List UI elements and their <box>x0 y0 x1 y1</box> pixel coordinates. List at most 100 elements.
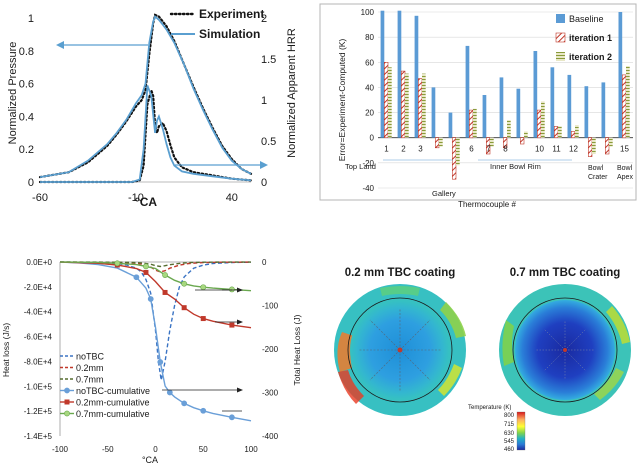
x-tick-label: 40 <box>226 192 238 204</box>
bar-iteration-2-7 <box>490 137 494 147</box>
y-right-tick-label: 0 <box>261 177 267 189</box>
bar-Baseline-13 <box>584 86 589 138</box>
x-axis-title: Thermocouple # <box>458 200 516 209</box>
colorbar-gradient <box>516 411 526 451</box>
legend-marker <box>64 399 70 405</box>
bar-Baseline-9 <box>516 88 521 138</box>
legend-label: iteration 1 <box>569 33 612 43</box>
bar-Baseline-3 <box>414 15 419 138</box>
bar-iteration-2-1 <box>388 67 392 138</box>
region-label: Inner Bowl Rim <box>490 162 541 171</box>
y-left-tick-label: 1 <box>28 13 34 25</box>
bar-iteration-1-14 <box>604 137 610 155</box>
marker-0.7mm-cumulative <box>162 272 168 278</box>
contour-title-0.2mm: 0.2 mm TBC coating <box>345 267 456 279</box>
y-tick-label: 60 <box>365 58 374 67</box>
colorbar-tick: 715 <box>504 422 515 428</box>
category-label: 1 <box>384 145 389 154</box>
y-tick-label: -40 <box>362 184 374 193</box>
arrowhead <box>237 387 243 393</box>
region-label: Gallery <box>432 189 456 198</box>
y-left-tick-label: -1.4E+5 <box>24 432 53 441</box>
marker-0.7mm-cumulative <box>181 280 188 287</box>
legend-swatch <box>555 32 566 43</box>
x-axis-title: °CA <box>135 195 157 209</box>
marker-0.2mm-cumulative <box>200 316 206 322</box>
category-label: 8 <box>503 145 508 154</box>
series-line-notbc <box>59 261 252 381</box>
y-right-tick-label: -100 <box>262 302 279 311</box>
bar-iteration-1-13 <box>587 137 593 157</box>
bar-iteration-1-8 <box>502 137 508 149</box>
colorbar-tick: 460 <box>504 447 515 453</box>
bar-Baseline-4 <box>431 87 436 138</box>
bar-iteration-1-5 <box>451 137 457 180</box>
bar-Baseline-8 <box>499 77 504 138</box>
bar-iteration-2-6 <box>473 108 477 138</box>
y-left-tick-label: -4.0E+4 <box>24 308 53 317</box>
y-left-tick-label: 0.6 <box>19 79 34 91</box>
category-label: 7 <box>486 145 491 154</box>
y-axis-title: Error=Experiment-Computed (K) <box>337 39 347 162</box>
y-left-tick-label: -1.0E+5 <box>24 382 53 391</box>
category-label: 15 <box>620 145 629 154</box>
bar-Baseline-12 <box>567 74 572 138</box>
category-label: 12 <box>569 145 578 154</box>
marker-notbc-cumulative <box>181 400 188 407</box>
bar-iteration-2-5 <box>456 137 460 166</box>
bar-iteration-2-9 <box>524 131 528 138</box>
legend-label: iteration 2 <box>569 52 612 62</box>
bar-Baseline-11 <box>550 67 555 138</box>
bar-iteration-1-15 <box>621 74 627 139</box>
series-line-0.7mm <box>59 261 251 268</box>
arrowhead <box>56 41 64 49</box>
bar-iteration-1-11 <box>553 126 559 139</box>
legend-label: noTBC-cumulative <box>76 386 150 396</box>
y-left-tick-label: 0.2 <box>19 144 34 156</box>
series-line-0.2mm-cumulative <box>59 261 252 329</box>
bar-iteration-2-3 <box>422 73 426 138</box>
y-left-tick-label: -2.0E+4 <box>24 283 53 292</box>
x-tick-label: 0 <box>153 445 158 454</box>
marker-0.2mm-cumulative <box>181 305 187 311</box>
y-right-tick-label: 0.5 <box>261 136 276 148</box>
bar-iteration-1-9 <box>519 137 525 145</box>
y-right-tick-label: -400 <box>262 432 279 441</box>
marker-0.2mm-cumulative <box>229 322 235 328</box>
category-label: 6 <box>469 145 474 154</box>
y-right-tick-label: 2 <box>261 13 267 25</box>
y-left-tick-label: -1.2E+5 <box>24 407 53 416</box>
temperature-contour-panel: 0.2 mm TBC coating 0.7 mm TBC coating <box>334 267 631 453</box>
legend-label: 0.2mm-cumulative <box>76 398 150 408</box>
y-left-tick-label: -6.0E+4 <box>24 333 53 342</box>
marker-notbc-cumulative <box>166 389 173 396</box>
y-left-axis-title: Heat loss (J/s) <box>1 323 11 377</box>
y-right-axis-title: Normalized Apparent HRR <box>286 28 298 158</box>
bar-iteration-2-13 <box>592 137 596 154</box>
legend-label: 0.7mm <box>76 375 104 385</box>
marker-notbc-cumulative <box>133 274 140 281</box>
legend-label: Experiment <box>199 7 264 21</box>
bar-Baseline-5 <box>448 112 453 138</box>
marker-0.2mm-cumulative <box>162 289 168 295</box>
y-right-tick-label: 0 <box>262 258 267 267</box>
marker-notbc-cumulative <box>157 359 164 365</box>
arrowhead <box>237 319 243 325</box>
y-left-tick-label: 0.4 <box>19 111 34 123</box>
legend-swatch <box>556 52 565 61</box>
region-label: Apex <box>617 174 633 181</box>
bar-iteration-1-12 <box>570 131 576 138</box>
bar-iteration-1-6 <box>468 109 474 139</box>
legend-label: Baseline <box>569 14 604 24</box>
y-left-axis-title: Normalized Pressure <box>7 42 19 145</box>
colorbar-tick: 630 <box>504 431 515 437</box>
bar-iteration-2-8 <box>507 120 511 138</box>
region-label: Bowl <box>617 165 633 172</box>
legend-swatch <box>556 14 565 23</box>
x-tick-label: -10 <box>128 192 144 204</box>
legend-label: noTBC <box>76 352 105 362</box>
colorbar-tick: 800 <box>504 413 515 419</box>
category-label: 2 <box>401 145 406 154</box>
colorbar-title: Temperature (K) <box>468 405 511 411</box>
legend-marker <box>64 410 70 417</box>
